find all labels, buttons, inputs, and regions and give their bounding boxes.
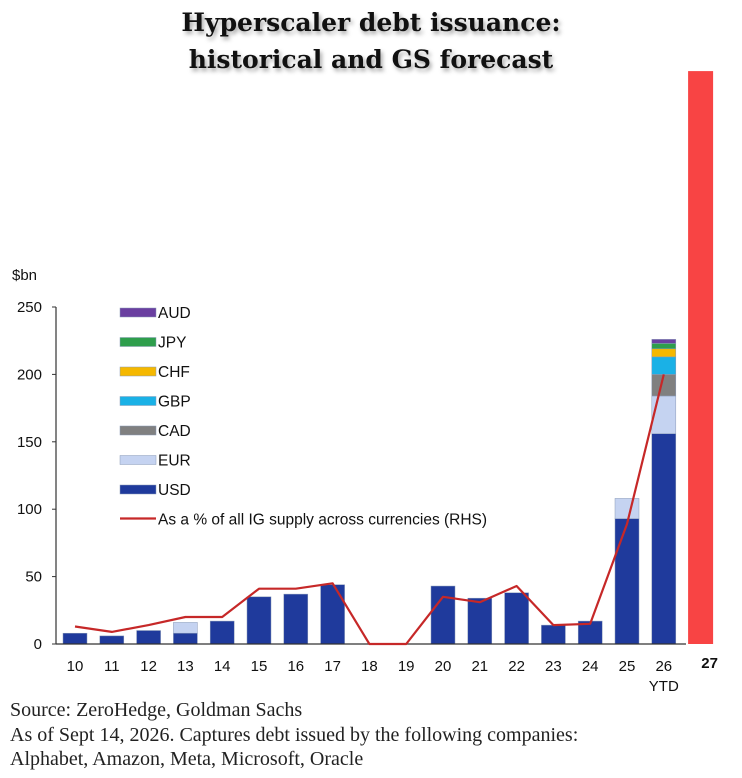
bar-usd-25 bbox=[614, 518, 640, 645]
bar-usd-13 bbox=[173, 632, 198, 645]
legend-swatch-chf bbox=[119, 366, 157, 377]
bar-usd-14 bbox=[209, 620, 235, 645]
legend-label-chf: CHF bbox=[158, 364, 190, 381]
line-pct-ig-supply bbox=[74, 374, 665, 646]
debt-issuance-chart: $bn 0 50 100 150 200 250 10 11 12 13 14 15 16 17 18 19 20… bbox=[12, 71, 718, 695]
bar-usd-20 bbox=[430, 585, 456, 645]
bar-usd-21 bbox=[467, 597, 493, 645]
bar-jpy-26 bbox=[651, 343, 677, 350]
line-layer bbox=[74, 374, 665, 646]
y-tick-label-0: 0 bbox=[34, 636, 42, 653]
x-tick-label-10: 10 bbox=[67, 658, 84, 675]
bar-usd-12 bbox=[136, 630, 161, 645]
x-tick-label-11: 11 bbox=[104, 658, 120, 675]
bar-aud-26 bbox=[651, 339, 677, 344]
x-tick-label-22: 22 bbox=[508, 658, 525, 675]
x-tick-label-12: 12 bbox=[140, 658, 157, 675]
x-tick-label-19: 19 bbox=[398, 658, 415, 675]
bar-usd-11 bbox=[99, 635, 125, 645]
y-tick-label-250: 250 bbox=[17, 299, 42, 316]
bar-usd-22 bbox=[504, 592, 529, 645]
bar-usd-16 bbox=[283, 593, 309, 645]
legend-label-aud: AUD bbox=[158, 305, 191, 322]
chart-title-line-1: Hyperscaler debt issuance: bbox=[181, 8, 561, 37]
chart-title-line-2: historical and GS forecast bbox=[188, 45, 554, 74]
companies-line: Alphabet, Amazon, Meta, Microsoft, Oracl… bbox=[10, 748, 364, 770]
bar-eur-26 bbox=[651, 395, 677, 434]
forecast-bar-27 bbox=[688, 71, 714, 645]
y-axis-label: $bn bbox=[12, 267, 37, 284]
y-tick-label-150: 150 bbox=[17, 434, 42, 451]
bar-usd-10 bbox=[62, 632, 88, 645]
x-tick-label-24: 24 bbox=[582, 658, 599, 675]
legend-label-jpy: JPY bbox=[158, 335, 186, 352]
x-tick-sublabel-26: YTD bbox=[649, 678, 679, 695]
legend-swatch-eur bbox=[119, 455, 157, 465]
legend: AUD JPY CHF GBP CAD EUR USD As a % of all IG su… bbox=[119, 305, 487, 529]
bar-gbp-26 bbox=[651, 356, 677, 375]
x-tick-label-23: 23 bbox=[545, 658, 562, 675]
axes-layer: $bn 0 50 100 150 200 250 10 11 12 13 14 15 16 17 18 19 20… bbox=[12, 267, 718, 695]
x-tick-label-17: 17 bbox=[324, 658, 341, 675]
x-tick-label-25: 25 bbox=[619, 658, 636, 675]
bar-eur-13 bbox=[173, 622, 198, 634]
x-tick-label-14: 14 bbox=[214, 658, 231, 675]
x-tick-label-26: 26 bbox=[655, 658, 672, 675]
legend-label-usd: USD bbox=[158, 482, 191, 499]
legend-swatch-aud bbox=[119, 307, 157, 318]
legend-swatch-jpy bbox=[119, 337, 157, 347]
bar-usd-23 bbox=[541, 624, 566, 645]
source-notes: Source: ZeroHedge, Goldman Sachs As of S… bbox=[10, 698, 740, 772]
x-tick-label-18: 18 bbox=[361, 658, 378, 675]
y-tick-label-50: 50 bbox=[25, 569, 42, 586]
bar-usd-26 bbox=[651, 433, 677, 645]
bar-chf-26 bbox=[651, 348, 677, 358]
legend-label-eur: EUR bbox=[158, 453, 191, 470]
bar-usd-17 bbox=[320, 584, 345, 645]
legend-label-gbp: GBP bbox=[158, 394, 191, 411]
y-tick-label-100: 100 bbox=[17, 501, 42, 518]
x-tick-label-15: 15 bbox=[251, 658, 268, 675]
x-tick-label-13: 13 bbox=[177, 658, 194, 675]
bar-eur-25 bbox=[614, 498, 640, 519]
legend-label-as-a-of-all-ig-supply-across-currencies-rhs: As a % of all IG supply across currencie… bbox=[158, 512, 487, 529]
x-tick-label-27: 27 bbox=[701, 655, 718, 672]
x-tick-label-16: 16 bbox=[287, 658, 304, 675]
x-tick-label-21: 21 bbox=[471, 658, 488, 675]
bar-usd-15 bbox=[246, 596, 272, 645]
legend-swatch-gbp bbox=[119, 396, 157, 406]
x-tick-label-20: 20 bbox=[435, 658, 452, 675]
source-line: Source: ZeroHedge, Goldman Sachs bbox=[10, 699, 303, 721]
legend-swatch-cad bbox=[119, 425, 157, 436]
legend-swatch-usd bbox=[119, 484, 157, 495]
y-tick-label-200: 200 bbox=[17, 366, 42, 383]
as-of-line: As of Sept 14, 2026. Captures debt issue… bbox=[10, 723, 579, 746]
chart-title: Hyperscaler debt issuance: historical an… bbox=[0, 4, 742, 78]
legend-label-cad: CAD bbox=[158, 423, 191, 440]
